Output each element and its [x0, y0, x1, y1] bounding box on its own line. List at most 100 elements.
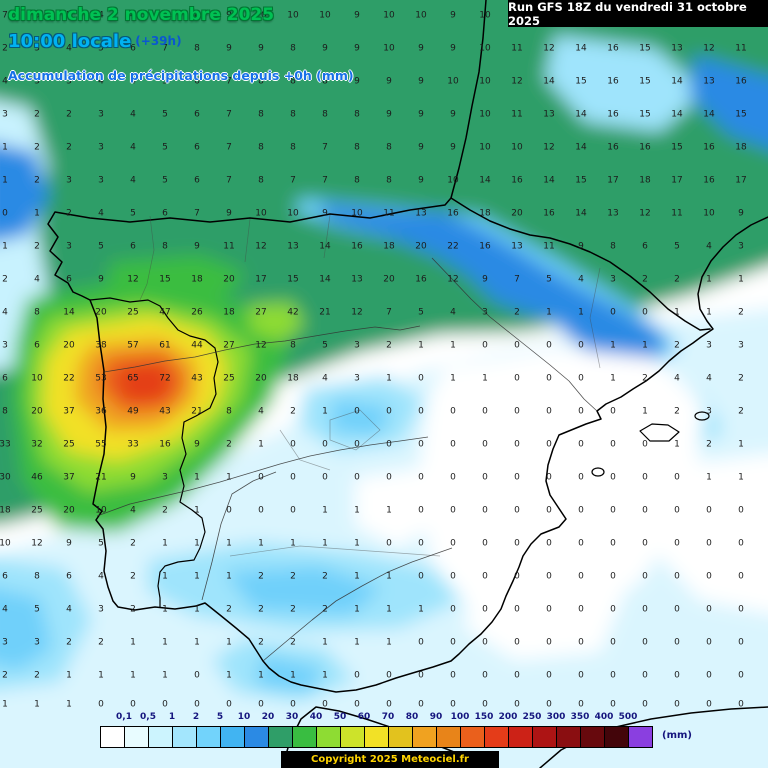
grid-value: 2 [642, 274, 648, 285]
grid-value: 0 [514, 699, 520, 710]
grid-value: 7 [162, 43, 168, 54]
river-guadiana [201, 471, 277, 601]
grid-value: 0 [482, 439, 488, 450]
grid-value: 1 [194, 505, 200, 516]
grid-value: 49 [127, 406, 139, 417]
grid-value: 6 [34, 10, 40, 21]
grid-value: 13 [415, 208, 427, 219]
legend-swatch [317, 727, 341, 747]
grid-value: 1 [290, 538, 296, 549]
grid-value: 0 [674, 604, 680, 615]
grid-value: 0 [738, 571, 744, 582]
legend-value-label: 350 [570, 712, 590, 722]
grid-value: 1 [354, 538, 360, 549]
grid-value: 2 [642, 373, 648, 384]
grid-value: 0 [674, 571, 680, 582]
grid-value: 16 [639, 142, 651, 153]
legend-value-label: 50 [333, 712, 347, 722]
map-subtitle: Accumulation de précipitations depuis +0… [8, 68, 354, 83]
grid-value: 0 [674, 699, 680, 710]
grid-value: 10 [415, 10, 427, 21]
grid-value: 14 [479, 175, 491, 186]
grid-value: 8 [290, 340, 296, 351]
river-guadalquivir [262, 547, 453, 662]
grid-value: 3 [354, 373, 360, 384]
grid-value: 2 [322, 571, 328, 582]
grid-value: 4 [34, 274, 40, 285]
grid-value: 9 [482, 274, 488, 285]
grid-value: 12 [127, 274, 139, 285]
grid-value: 16 [159, 439, 171, 450]
grid-value: 10 [479, 76, 491, 87]
grid-value: 1 [610, 340, 616, 351]
grid-value: 1 [450, 373, 456, 384]
legend-swatch [413, 727, 437, 747]
grid-value: 1 [322, 538, 328, 549]
legend-swatch [101, 727, 125, 747]
grid-value: 8 [322, 109, 328, 120]
grid-value: 4 [2, 76, 8, 87]
grid-value: 0 [450, 406, 456, 417]
grid-value: 0 [450, 472, 456, 483]
grid-value: 9 [194, 241, 200, 252]
grid-value: 5 [418, 307, 424, 318]
grid-value: 0 [642, 439, 648, 450]
river-douro [103, 325, 421, 373]
grid-value: 1 [354, 637, 360, 648]
grid-value: 10 [287, 10, 299, 21]
grid-value: 0 [546, 604, 552, 615]
grid-value: 0 [226, 699, 232, 710]
coast-iberia-france [47, 0, 768, 693]
grid-value: 0 [514, 373, 520, 384]
grid-value: 10 [383, 43, 395, 54]
grid-value: 1 [226, 637, 232, 648]
grid-value: 6 [34, 340, 40, 351]
grid-value: 18 [479, 208, 491, 219]
grid-value: 3 [706, 340, 712, 351]
grid-value: 2 [226, 439, 232, 450]
grid-value: 17 [255, 274, 267, 285]
grid-value: 9 [450, 10, 456, 21]
grid-value: 0 [738, 637, 744, 648]
grid-value: 0 [450, 571, 456, 582]
island-ibiza [591, 467, 605, 477]
grid-value: 1 [98, 670, 104, 681]
grid-value: 4 [130, 175, 136, 186]
grid-value: 0 [514, 538, 520, 549]
grid-value: 0 [418, 670, 424, 681]
grid-value: 13 [511, 241, 523, 252]
grid-value: 8 [290, 76, 296, 87]
grid-value: 15 [159, 274, 171, 285]
grid-value: 8 [258, 109, 264, 120]
grid-value: 0 [386, 439, 392, 450]
grid-value: 16 [447, 208, 459, 219]
legend-value-label: 500 [618, 712, 638, 722]
grid-value: 0 [738, 699, 744, 710]
grid-value: 8 [290, 109, 296, 120]
grid-value: 0 [706, 670, 712, 681]
grid-value: 3 [2, 340, 8, 351]
grid-value: 1 [34, 699, 40, 710]
grid-value: 20 [63, 340, 75, 351]
grid-value: 6 [194, 175, 200, 186]
grid-value: 3 [98, 604, 104, 615]
grid-value: 1 [354, 505, 360, 516]
grid-value: 0 [386, 472, 392, 483]
grid-value: 9 [738, 208, 744, 219]
grid-value: 4 [98, 208, 104, 219]
grid-value: 0 [546, 439, 552, 450]
grid-value: 0 [482, 604, 488, 615]
grid-value: 4 [66, 43, 72, 54]
copyright-bar: Copyright 2025 Meteociel.fr [281, 751, 499, 768]
grid-value: 15 [287, 274, 299, 285]
grid-value: 0 [450, 505, 456, 516]
grid-value: 2 [98, 637, 104, 648]
grid-value: 0 [674, 472, 680, 483]
grid-value: 11 [543, 241, 555, 252]
grid-value: 22 [63, 373, 75, 384]
grid-value: 2 [34, 175, 40, 186]
grid-value: 0 [642, 670, 648, 681]
grid-value: 0 [482, 571, 488, 582]
